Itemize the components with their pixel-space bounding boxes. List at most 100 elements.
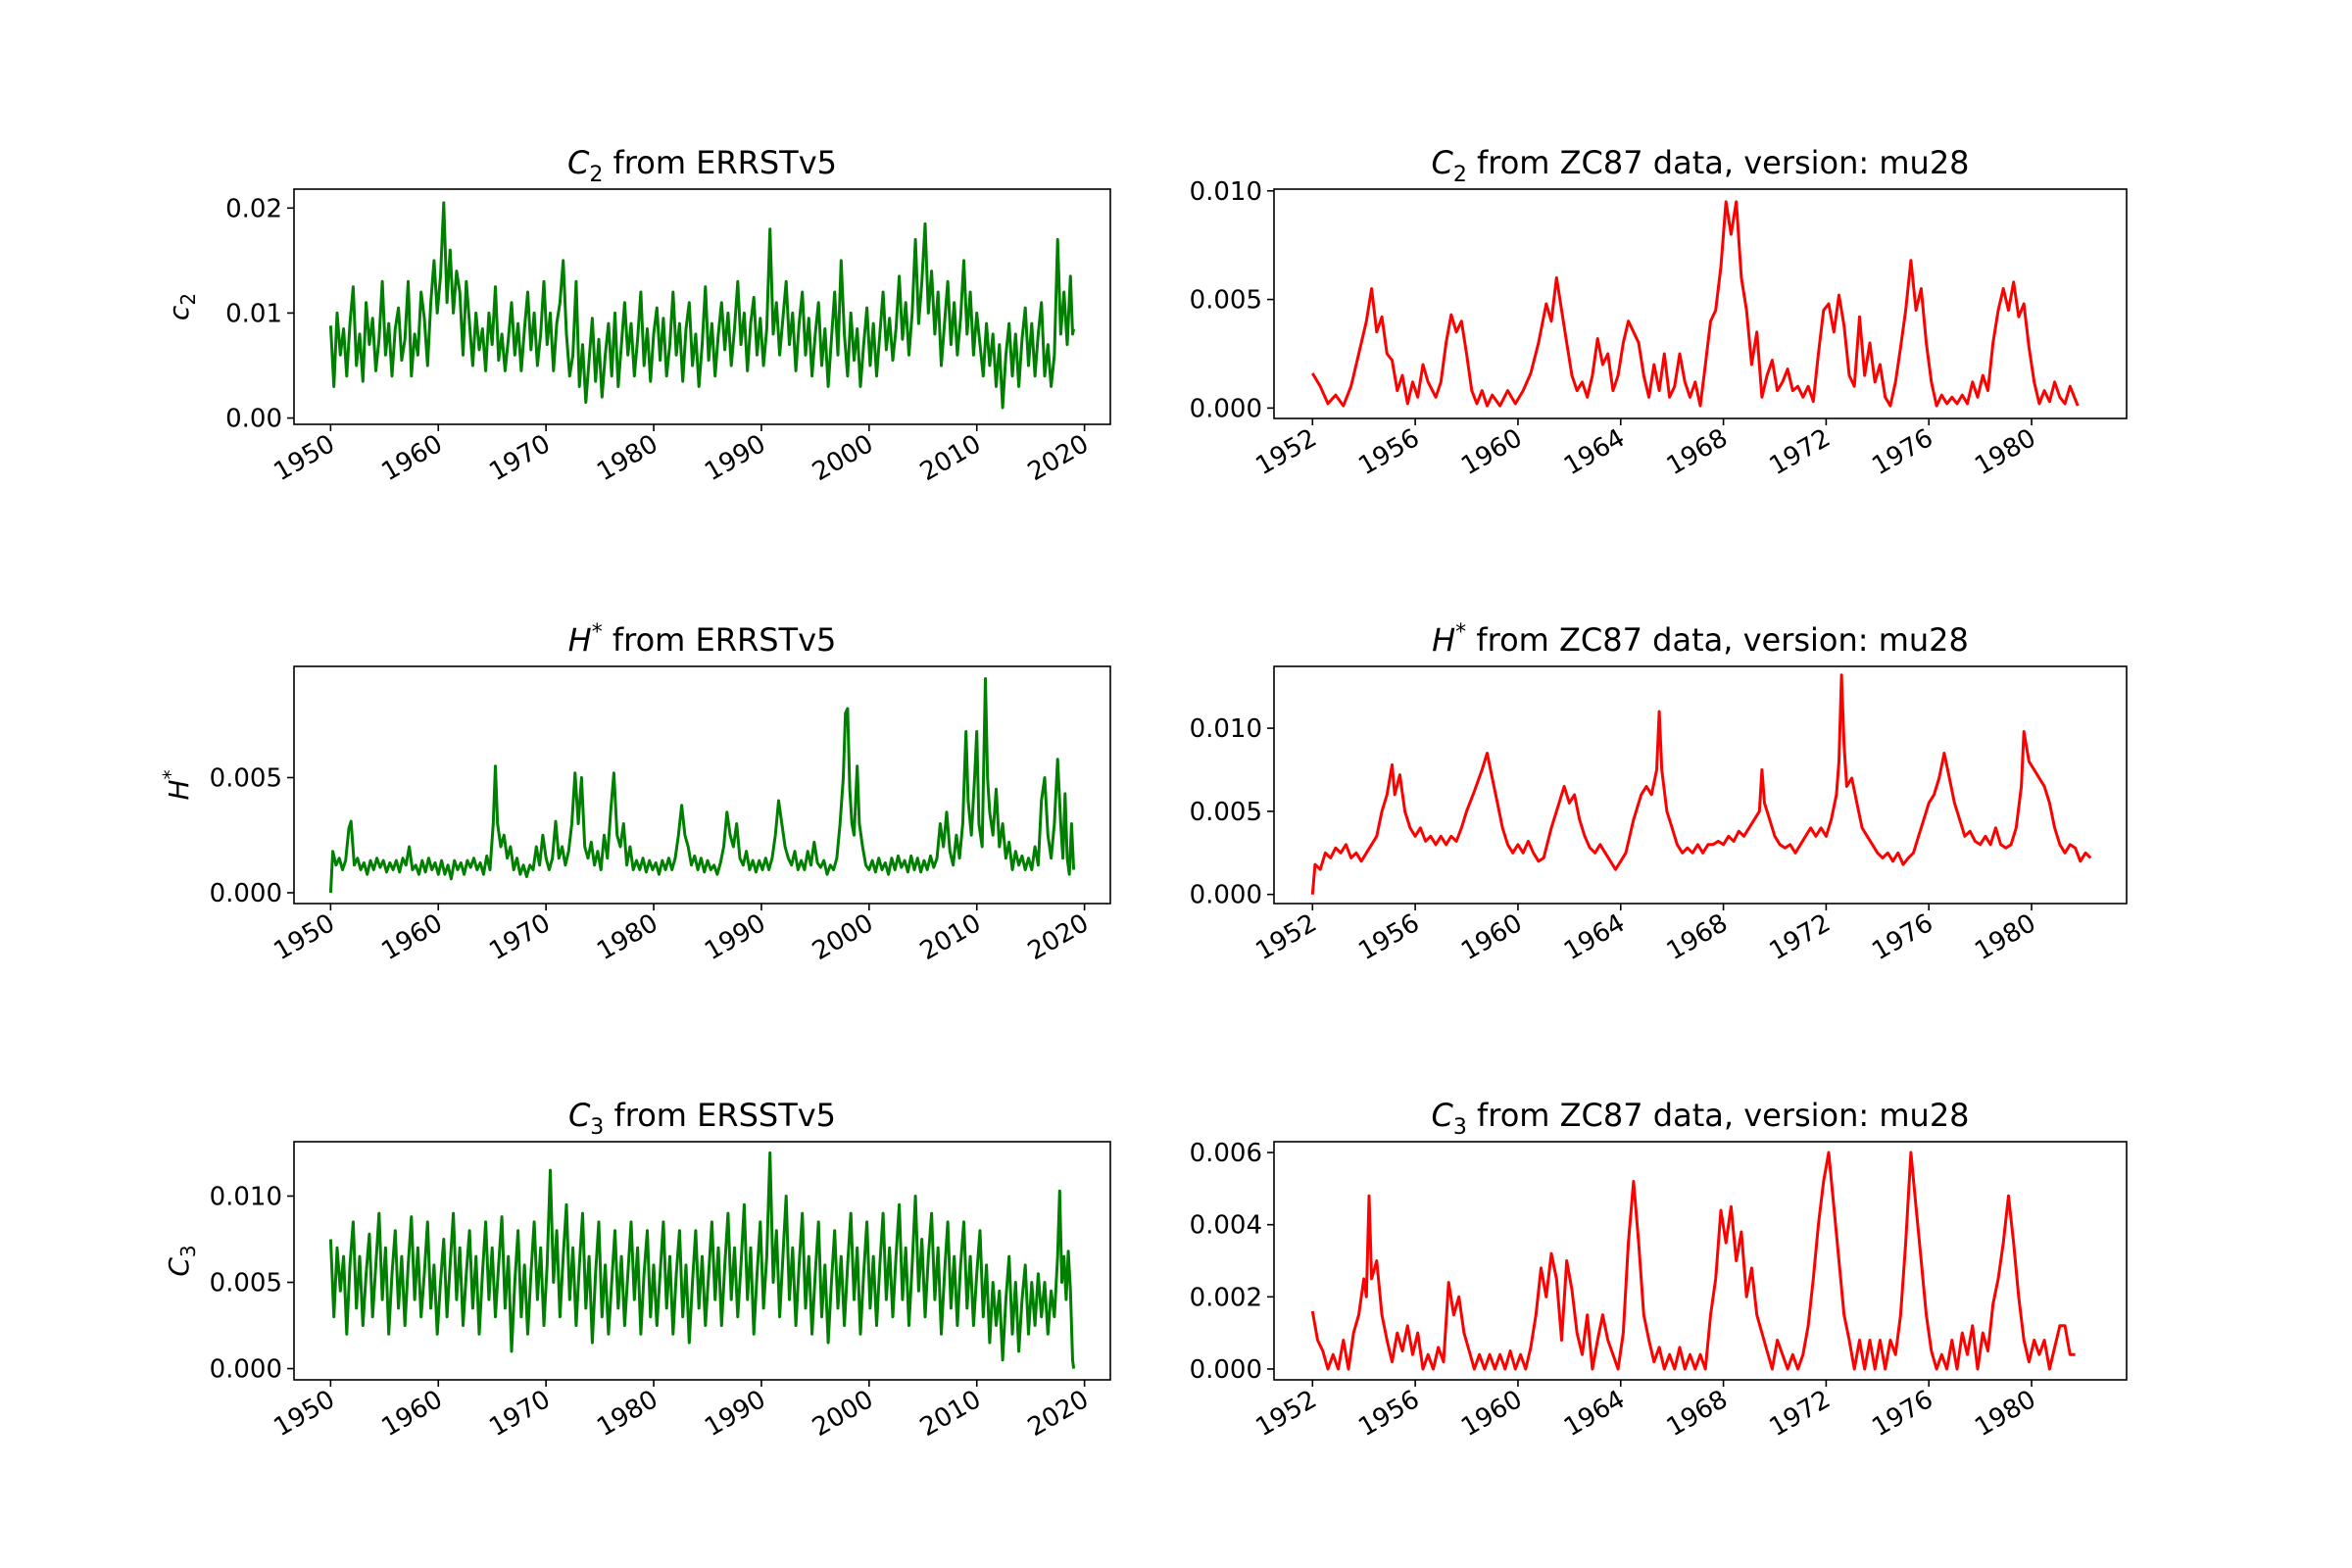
y-tick-label: 0.01 bbox=[225, 299, 282, 328]
title-text: from ZC87 data, version: mu28 bbox=[1466, 621, 1969, 659]
x-tick-label: 1980 bbox=[592, 908, 662, 966]
title-symbol: H bbox=[568, 621, 592, 659]
y-tick-label: 0.004 bbox=[1190, 1211, 1262, 1241]
y-axis-label: C3 bbox=[163, 1245, 200, 1276]
series-line bbox=[328, 677, 1076, 894]
x-tick-label: 1964 bbox=[1559, 1385, 1630, 1443]
x-tick-label: 1950 bbox=[270, 429, 340, 487]
x-tick-label: 2020 bbox=[1023, 429, 1094, 487]
axes-frame bbox=[293, 188, 1111, 425]
x-tick-label: 1980 bbox=[1970, 423, 2040, 481]
x-tick-label: 2010 bbox=[915, 429, 986, 487]
x-tick-label: 1972 bbox=[1765, 423, 1836, 481]
x-tick-label: 1960 bbox=[1456, 423, 1527, 481]
title-symbol: C bbox=[568, 1097, 591, 1134]
x-tick-label: 1980 bbox=[1970, 908, 2040, 966]
y-tick-label: 0.005 bbox=[210, 763, 282, 793]
y-tick-label: 0.000 bbox=[1190, 1355, 1262, 1385]
subplot-4: 1952 1956 1960 1964 1968 1972 1976 1980 0.000 0.0… bbox=[1190, 620, 2128, 966]
title-symbol: H bbox=[1432, 621, 1455, 659]
title-text: from ERRSTv5 bbox=[603, 621, 837, 659]
title-symbol: C bbox=[1431, 144, 1453, 181]
x-tick-label: 1990 bbox=[700, 429, 770, 487]
x-tick-label: 2000 bbox=[808, 908, 878, 966]
title-symbol: C bbox=[1431, 1097, 1453, 1134]
title-text: from ERRSTv5 bbox=[603, 144, 837, 181]
x-tick-label: 1960 bbox=[376, 429, 447, 487]
subplot-title: C2 from ZC87 data, version: mu28 bbox=[1431, 144, 1969, 187]
x-tick-label: 1964 bbox=[1559, 423, 1630, 481]
subplot-1: 1950 1960 1970 1980 1990 2000 2010 2020 0.00 0.01… bbox=[163, 144, 1111, 487]
title-subscript: 3 bbox=[590, 1115, 604, 1140]
subplot-title: C3 from ZC87 data, version: mu28 bbox=[1431, 1097, 1969, 1140]
y-tick-label: 0.005 bbox=[210, 1269, 282, 1298]
y-tick-label: 0.000 bbox=[210, 879, 282, 908]
y-tick-label: 0.02 bbox=[225, 194, 282, 223]
subplot-3: 1950 1960 1970 1980 1990 2000 2010 2020 0.000 0.0… bbox=[159, 620, 1111, 966]
y-label-subscript: 2 bbox=[176, 293, 200, 306]
y-tick-label: 0.005 bbox=[1190, 286, 1262, 316]
x-tick-label: 1952 bbox=[1251, 423, 1322, 481]
title-superscript: * bbox=[592, 620, 603, 645]
y-tick-label: 0.000 bbox=[1190, 394, 1262, 423]
x-tick-label: 1950 bbox=[270, 1385, 340, 1443]
y-axis-label: c2 bbox=[163, 293, 200, 320]
series-line bbox=[1311, 200, 2080, 408]
axes-frame bbox=[293, 1141, 1111, 1381]
x-tick-label: 1990 bbox=[700, 1385, 770, 1443]
x-tick-label: 1968 bbox=[1662, 908, 1733, 966]
y-tick-label: 0.002 bbox=[1190, 1283, 1262, 1312]
y-axis-label: H* bbox=[159, 769, 195, 800]
axes-frame bbox=[1273, 1141, 2128, 1381]
x-tick-label: 1964 bbox=[1559, 908, 1630, 966]
x-tick-label: 2020 bbox=[1023, 908, 1094, 966]
title-symbol: C bbox=[567, 144, 590, 181]
axes-frame bbox=[293, 665, 1111, 905]
subplot-title: H* from ERRSTv5 bbox=[568, 620, 837, 659]
x-tick-label: 1956 bbox=[1353, 1385, 1424, 1443]
series-line bbox=[328, 1151, 1076, 1369]
title-subscript: 3 bbox=[1453, 1115, 1467, 1140]
series-line bbox=[1310, 673, 2092, 895]
x-tick-label: 1970 bbox=[484, 1385, 555, 1443]
subplot-title: H* from ZC87 data, version: mu28 bbox=[1432, 620, 1969, 659]
y-tick-label: 0.000 bbox=[210, 1355, 282, 1385]
x-tick-label: 1976 bbox=[1867, 423, 1937, 481]
x-tick-label: 1976 bbox=[1867, 1385, 1937, 1443]
x-tick-label: 1960 bbox=[1456, 1385, 1527, 1443]
x-tick-label: 2010 bbox=[915, 1385, 986, 1443]
y-tick-label: 0.010 bbox=[210, 1182, 282, 1211]
axes-frame bbox=[1273, 665, 2128, 905]
x-tick-label: 1980 bbox=[1970, 1385, 2040, 1443]
x-tick-label: 1970 bbox=[484, 908, 555, 966]
y-tick-label: 0.005 bbox=[1190, 798, 1262, 827]
x-tick-label: 1968 bbox=[1662, 423, 1733, 481]
y-tick-label: 0.006 bbox=[1190, 1139, 1262, 1168]
y-label-superscript: * bbox=[159, 769, 182, 779]
title-superscript: * bbox=[1455, 620, 1466, 645]
x-tick-label: 1960 bbox=[1456, 908, 1527, 966]
x-tick-label: 1990 bbox=[700, 908, 770, 966]
x-tick-label: 1972 bbox=[1765, 1385, 1836, 1443]
title-text: from ZC87 data, version: mu28 bbox=[1467, 144, 1970, 181]
x-tick-label: 1950 bbox=[270, 908, 340, 966]
x-tick-label: 2010 bbox=[915, 908, 986, 966]
x-tick-label: 1960 bbox=[376, 1385, 447, 1443]
x-tick-label: 1952 bbox=[1251, 908, 1322, 966]
y-tick-label: 0.00 bbox=[225, 405, 282, 434]
y-tick-label: 0.010 bbox=[1190, 177, 1262, 207]
x-tick-label: 2020 bbox=[1023, 1385, 1094, 1443]
title-text: from ZC87 data, version: mu28 bbox=[1467, 1097, 1970, 1134]
y-label-symbol: H bbox=[163, 779, 195, 800]
x-tick-label: 1970 bbox=[484, 429, 555, 487]
y-label-subscript: 3 bbox=[176, 1245, 200, 1257]
series-line bbox=[328, 201, 1076, 410]
y-tick-label: 0.010 bbox=[1190, 714, 1262, 744]
x-tick-label: 1956 bbox=[1353, 908, 1424, 966]
y-label-symbol: C bbox=[163, 1257, 195, 1277]
x-tick-label: 1960 bbox=[376, 908, 447, 966]
subplot-6: 1952 1956 1960 1964 1968 1972 1976 1980 0.000 0.0… bbox=[1190, 1097, 2128, 1443]
subplot-title: C2 from ERRSTv5 bbox=[567, 144, 837, 187]
x-tick-label: 1972 bbox=[1765, 908, 1836, 966]
